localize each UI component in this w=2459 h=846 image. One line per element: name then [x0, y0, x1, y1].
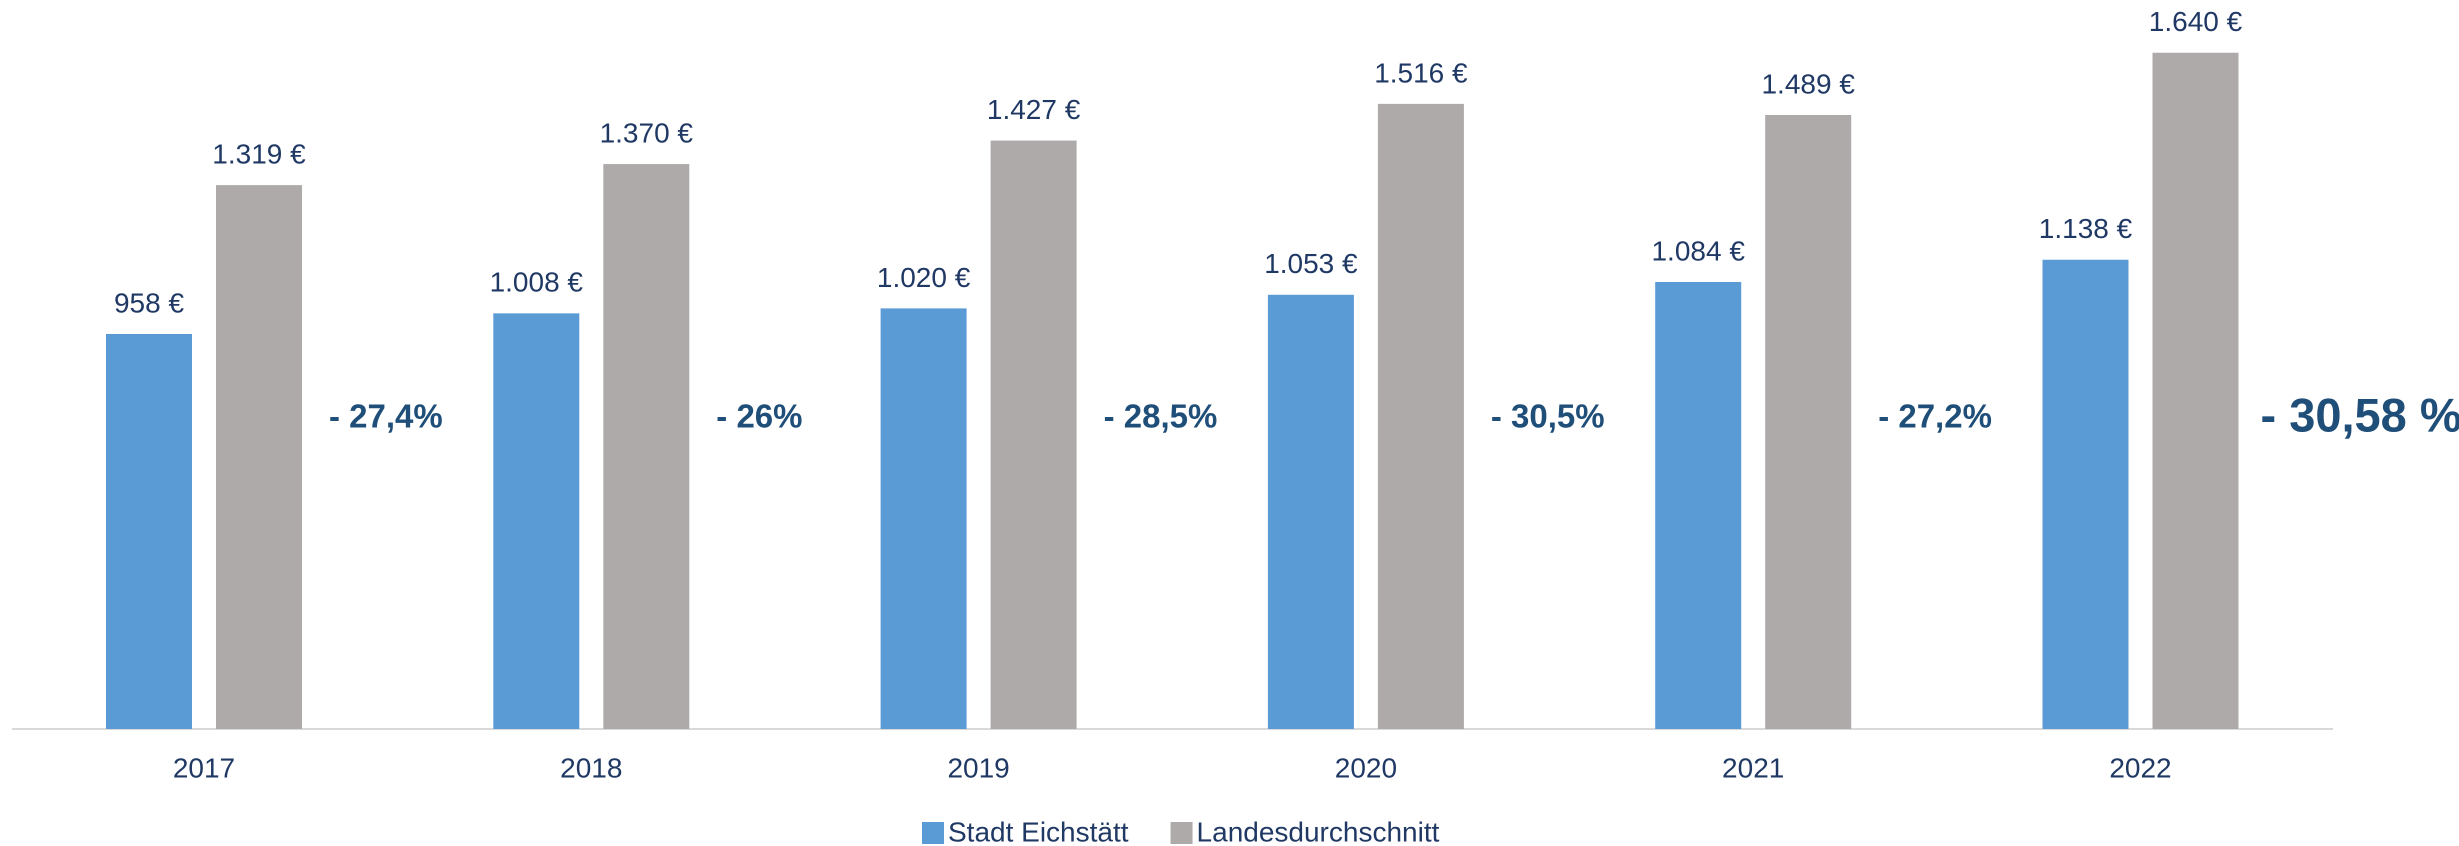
- value-label: 1.020 €: [877, 262, 971, 293]
- value-label: 1.084 €: [1651, 235, 1745, 266]
- legend-label: Landesdurchschnitt: [1197, 816, 1440, 846]
- value-label: 1.640 €: [2149, 6, 2243, 37]
- bar: [2042, 259, 2129, 729]
- annotation: - 28,5%: [1104, 398, 1218, 435]
- annotation: - 26%: [716, 398, 802, 435]
- value-label: 1.138 €: [2039, 213, 2133, 244]
- legend-swatch: [922, 822, 944, 844]
- x-tick-label: 2020: [1335, 752, 1397, 783]
- value-label: 1.008 €: [490, 267, 584, 298]
- bar: [493, 313, 580, 729]
- bar: [990, 140, 1077, 729]
- value-label: 1.319 €: [212, 138, 306, 169]
- value-label: 958 €: [114, 287, 184, 318]
- legend-swatch: [1170, 822, 1193, 844]
- bar: [1655, 282, 1742, 729]
- value-label: 1.370 €: [600, 117, 694, 148]
- annotation: - 27,4%: [329, 398, 443, 435]
- value-label: 1.489 €: [1761, 68, 1855, 99]
- x-tick-label: 2021: [1722, 752, 1784, 783]
- bar: [603, 164, 690, 729]
- annotation: - 27,2%: [1878, 398, 1992, 435]
- bar: [2152, 52, 2239, 730]
- legend-label: Stadt Eichstätt: [948, 816, 1129, 846]
- bar: [1377, 103, 1464, 730]
- bar: [106, 333, 192, 729]
- bar: [880, 308, 967, 729]
- annotation: - 30,58 %: [2261, 388, 2459, 441]
- value-label: 1.427 €: [987, 94, 1081, 125]
- bar: [216, 185, 302, 730]
- value-label: 1.516 €: [1374, 57, 1468, 88]
- x-tick-label: 2017: [173, 752, 235, 783]
- x-tick-label: 2018: [560, 752, 622, 783]
- x-tick-label: 2019: [947, 752, 1009, 783]
- bar: [1765, 115, 1852, 729]
- annotation: - 30,5%: [1491, 398, 1605, 435]
- bar: [1267, 294, 1354, 729]
- x-tick-label: 2022: [2109, 752, 2171, 783]
- value-label: 1.053 €: [1264, 248, 1358, 279]
